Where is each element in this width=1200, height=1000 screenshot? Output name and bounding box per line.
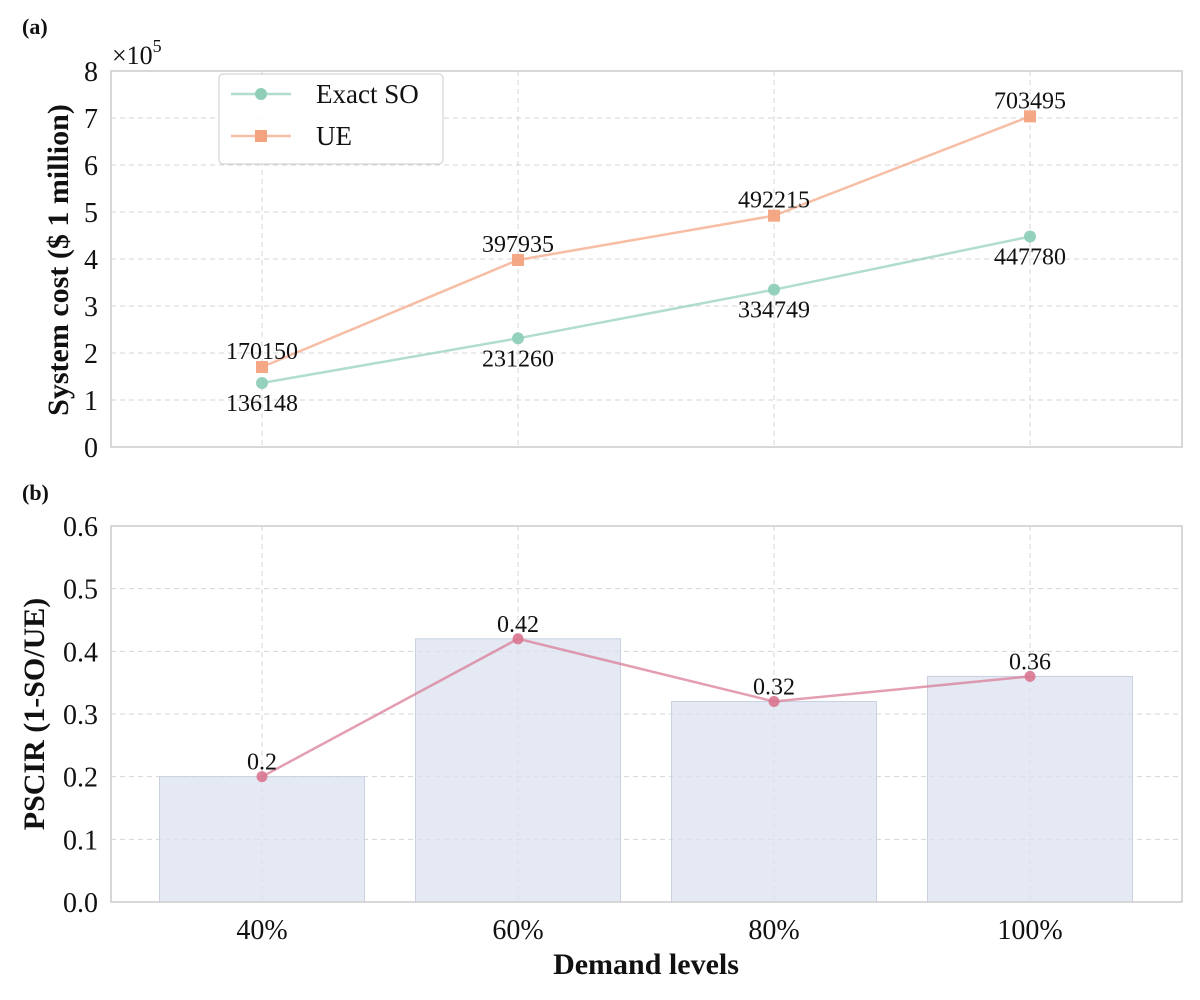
panel-b-y-tick-label: 0.2 bbox=[63, 763, 98, 794]
data-label-pscir: 0.42 bbox=[497, 612, 539, 638]
x-tick-label: 100% bbox=[997, 915, 1062, 946]
x-tick-label: 80% bbox=[748, 915, 799, 946]
panel-b-bars bbox=[159, 638, 1133, 903]
legend-label: UE bbox=[316, 121, 352, 151]
bar bbox=[415, 638, 621, 903]
x-axis-label: Demand levels bbox=[553, 948, 739, 981]
panel-a-gridlines bbox=[111, 71, 1182, 447]
panel-a: (a) ×105 System cost ($ 1 million) 0 1 2 3 4… bbox=[22, 14, 1183, 464]
series-line-0 bbox=[261, 235, 1031, 385]
x-axis-ticks: 40% 60% 80% 100% bbox=[236, 915, 1062, 946]
legend-marker-circle bbox=[255, 88, 267, 100]
data-label-ue: 703495 bbox=[994, 88, 1066, 114]
series-marker-circle bbox=[256, 377, 268, 390]
panel-a-y-tick-label: 2 bbox=[84, 339, 98, 370]
series-marker-circle bbox=[512, 332, 524, 345]
data-label-ue: 170150 bbox=[226, 339, 298, 365]
data-label-ue: 492215 bbox=[738, 188, 810, 214]
legend: Exact SO UE bbox=[218, 73, 444, 165]
data-label-ue: 397935 bbox=[482, 232, 554, 258]
panel-b-y-tick-label: 0.6 bbox=[63, 512, 98, 543]
panel-a-frame bbox=[110, 70, 1183, 448]
panel-a-y-tick-label: 6 bbox=[84, 151, 98, 182]
pscir-marker bbox=[1024, 670, 1036, 682]
panel-b-y-tick-label: 0.5 bbox=[63, 575, 98, 606]
panel-b: (b) PSCIR (1-SO/UE) 0.00.10.20.30.40.50.… bbox=[18, 480, 1183, 981]
panel-b-y-tick-label: 0.3 bbox=[63, 700, 98, 731]
series-line-1 bbox=[261, 115, 1031, 369]
panel-a-y-tick-label: 7 bbox=[84, 104, 98, 135]
pscir-line bbox=[261, 637, 1031, 778]
series-marker-square bbox=[768, 209, 780, 222]
panel-a-y-tick-label: 0 bbox=[84, 433, 98, 464]
panel-b-y-tick-label: 0.0 bbox=[63, 888, 98, 919]
series-marker-square bbox=[1024, 110, 1036, 123]
x-tick-label: 60% bbox=[492, 915, 543, 946]
panel-a-y-ticks: 0 1 2 3 4 5 6 7 8 bbox=[84, 57, 98, 464]
panel-a-y-axis-label: System cost ($ 1 million) bbox=[42, 104, 75, 416]
panel-a-y-tick-label: 5 bbox=[84, 198, 98, 229]
panel-b-y-tick-label: 0.1 bbox=[63, 825, 98, 856]
panel-b-y-ticks: 0.0 0.1 0.2 0.3 0.4 0.5 0.6 bbox=[63, 512, 98, 919]
bar bbox=[671, 700, 877, 903]
bar bbox=[927, 675, 1133, 903]
legend-box bbox=[218, 73, 444, 165]
series-marker-circle bbox=[1024, 230, 1036, 243]
panel-a-y-tick-label: 3 bbox=[84, 292, 98, 323]
legend-marker-square bbox=[255, 130, 267, 142]
panel-b-line bbox=[256, 633, 1036, 783]
scale-factor-label: ×105 bbox=[112, 36, 162, 70]
legend-label: Exact SO bbox=[316, 79, 419, 109]
pscir-marker bbox=[768, 695, 780, 707]
series-marker-circle bbox=[768, 283, 780, 296]
panel-a-label: (a) bbox=[22, 14, 48, 39]
panel-a-y-tick-label: 8 bbox=[84, 57, 98, 88]
data-label-exact-so: 447780 bbox=[994, 245, 1066, 271]
series-marker-square bbox=[512, 253, 524, 266]
data-label-pscir: 0.2 bbox=[247, 750, 277, 776]
panel-a-y-tick-label: 4 bbox=[84, 245, 98, 276]
series-marker-square bbox=[256, 361, 268, 374]
bar bbox=[159, 776, 365, 903]
data-label-exact-so: 334749 bbox=[738, 298, 810, 324]
pscir-marker bbox=[256, 771, 268, 783]
panel-b-y-axis-label: PSCIR (1-SO/UE) bbox=[18, 598, 51, 831]
pscir-marker bbox=[512, 633, 524, 645]
panel-b-y-tick-label: 0.4 bbox=[63, 637, 98, 668]
x-tick-label: 40% bbox=[236, 915, 287, 946]
panel-a-data-labels: 136148 231260 334749 447780 170150 397935 4922… bbox=[226, 88, 1066, 417]
data-label-exact-so: 231260 bbox=[482, 346, 554, 372]
data-label-pscir: 0.32 bbox=[753, 674, 795, 700]
data-label-pscir: 0.36 bbox=[1009, 649, 1051, 675]
panel-a-y-tick-label: 1 bbox=[84, 386, 98, 417]
data-label-exact-so: 136148 bbox=[226, 391, 298, 417]
panel-a-series bbox=[256, 110, 1036, 390]
panel-b-label: (b) bbox=[22, 480, 49, 505]
panel-b-data-labels: 0.2 0.42 0.32 0.36 bbox=[247, 612, 1051, 776]
panel-b-frame bbox=[110, 525, 1183, 903]
